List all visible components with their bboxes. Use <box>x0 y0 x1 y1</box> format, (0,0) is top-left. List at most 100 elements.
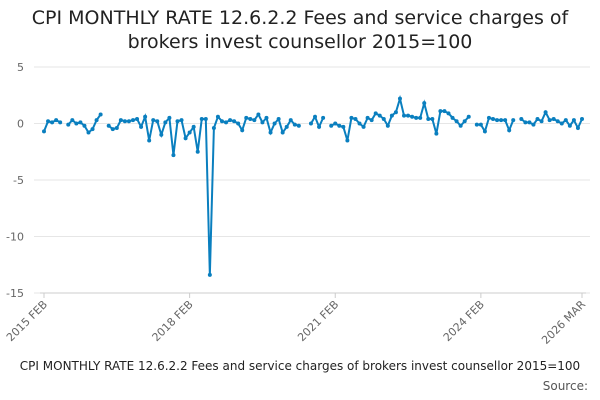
point <box>228 118 233 123</box>
point <box>571 118 576 123</box>
point <box>66 122 71 127</box>
point <box>195 149 200 154</box>
point <box>519 116 524 121</box>
point <box>474 122 479 127</box>
point <box>486 115 491 120</box>
source: Source: <box>543 379 588 393</box>
x-tick-label: 2021 FEB <box>295 298 341 344</box>
point <box>535 116 540 121</box>
point <box>341 124 346 129</box>
y-tick-label: -5 <box>13 174 24 187</box>
chart-title: CPI MONTHLY RATE 12.6.2.2 Fees and servi… <box>31 7 569 53</box>
point <box>54 118 59 123</box>
point <box>288 118 293 123</box>
point <box>252 118 257 123</box>
point <box>531 122 536 127</box>
point <box>353 116 358 121</box>
point <box>422 101 427 106</box>
point <box>232 119 237 124</box>
point <box>90 127 95 132</box>
point <box>454 119 459 124</box>
point <box>70 118 75 123</box>
point <box>114 126 119 131</box>
point <box>260 120 265 125</box>
point <box>511 118 516 123</box>
y-tick-label: 5 <box>17 61 24 74</box>
point <box>126 119 131 124</box>
point <box>543 110 548 115</box>
point <box>555 119 560 124</box>
point <box>575 126 580 131</box>
point <box>50 120 55 125</box>
point <box>219 119 224 124</box>
point <box>434 131 439 136</box>
point <box>438 109 443 114</box>
point <box>58 120 63 125</box>
point <box>337 123 342 128</box>
point <box>183 136 188 141</box>
point <box>135 116 140 121</box>
point <box>179 118 184 123</box>
point <box>46 119 51 124</box>
x-tick-label: 2026 MAR <box>539 298 588 347</box>
point <box>151 118 156 123</box>
point <box>244 115 249 120</box>
point <box>78 120 83 125</box>
point <box>139 124 144 129</box>
point <box>191 124 196 129</box>
point <box>187 130 192 135</box>
point <box>207 272 212 277</box>
point <box>559 121 564 126</box>
point <box>110 127 115 132</box>
point <box>430 116 435 121</box>
y-tick-label: -10 <box>6 231 24 244</box>
point <box>175 119 180 124</box>
x-tick-label: 2024 FEB <box>441 298 487 344</box>
point <box>94 118 99 123</box>
point <box>240 128 245 133</box>
point <box>130 118 135 123</box>
point <box>264 115 269 120</box>
point <box>42 129 46 134</box>
point <box>171 153 176 158</box>
point <box>361 124 366 129</box>
point <box>462 119 467 124</box>
point <box>296 123 301 128</box>
point <box>377 113 382 118</box>
point <box>313 114 318 119</box>
point <box>450 115 455 120</box>
point <box>333 121 338 126</box>
point <box>272 121 277 126</box>
point <box>426 116 431 121</box>
point <box>224 120 229 125</box>
point <box>203 116 208 121</box>
point <box>155 119 160 124</box>
point <box>86 130 91 135</box>
point <box>106 123 111 128</box>
point <box>118 118 123 123</box>
point <box>414 115 419 120</box>
point <box>499 118 504 123</box>
point <box>268 130 273 135</box>
point <box>317 124 322 129</box>
point <box>365 115 370 120</box>
point <box>159 132 164 137</box>
point <box>397 96 402 101</box>
point <box>389 113 394 118</box>
point <box>442 109 447 114</box>
point <box>458 123 463 128</box>
point <box>381 116 386 121</box>
point <box>98 112 103 117</box>
point <box>122 119 127 124</box>
point <box>495 118 500 123</box>
point <box>478 122 483 127</box>
point <box>248 116 253 121</box>
point <box>527 120 532 125</box>
point <box>393 110 398 115</box>
point <box>147 138 152 143</box>
point <box>491 116 496 121</box>
point <box>539 119 544 124</box>
point <box>406 113 411 118</box>
point <box>199 116 204 121</box>
